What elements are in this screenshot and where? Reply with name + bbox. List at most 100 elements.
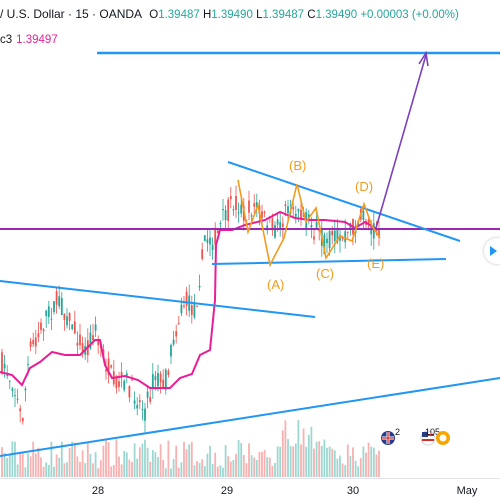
volume-bar (97, 468, 100, 477)
indicator-value: 1.39497 (16, 34, 58, 46)
volume-bar (58, 457, 61, 477)
volume-bar (232, 460, 235, 477)
candle-body (196, 305, 198, 307)
triangle-lower-line[interactable] (211, 258, 447, 265)
candle-body (6, 374, 9, 377)
candle-body (115, 377, 118, 389)
breakout-arrow[interactable] (375, 50, 429, 229)
volume-bar (245, 463, 248, 477)
candle-body (344, 231, 347, 243)
candle-body (11, 388, 14, 391)
candle-body (339, 234, 341, 241)
uk-flag-icon[interactable] (381, 431, 395, 445)
candle-body (237, 212, 240, 214)
volume-bar (224, 445, 227, 477)
volume-bar (349, 455, 352, 477)
indicator-legend[interactable]: c3 1.39497 (0, 34, 58, 46)
candle-body (219, 223, 222, 225)
close-label: C (307, 9, 316, 21)
candle-body (92, 335, 94, 340)
candle-body (235, 196, 237, 210)
volume-bar (250, 455, 253, 477)
volume-bar (219, 465, 222, 477)
candle-body (266, 225, 269, 231)
volume-bar (112, 464, 115, 477)
candle-body (300, 209, 302, 220)
candle-body (1, 352, 3, 373)
time-tick-29: 29 (220, 485, 234, 497)
candle-body (214, 229, 217, 245)
volume-bar (336, 458, 339, 477)
candle-body (29, 341, 32, 347)
volume-bar (107, 442, 110, 477)
volume-bar (81, 450, 84, 477)
volume-bar (170, 468, 172, 477)
candle-body (209, 237, 211, 245)
volume-bar (73, 442, 76, 477)
volume-bar (248, 443, 250, 477)
volume-bar (318, 441, 321, 477)
volume-bar (115, 439, 118, 477)
candle-body (281, 223, 284, 227)
volume-bar (79, 461, 81, 477)
volume-bar (320, 445, 323, 477)
volume-bar (183, 441, 185, 477)
candle-body (159, 373, 162, 383)
time-tick-30: 30 (346, 485, 360, 497)
candle-body (76, 342, 79, 346)
price-chart[interactable]: (A) (B) (C) (D) (E) 2 105 (0, 0, 500, 478)
symbol-title[interactable]: / U.S. Dollar · 15 · OANDA (0, 7, 143, 21)
volume-bar (274, 462, 276, 477)
volume-bar (193, 465, 196, 477)
us-flag-icon[interactable] (420, 430, 436, 446)
trendline-upper-left[interactable] (0, 280, 316, 318)
volume-bar (289, 446, 292, 477)
volume-bar (60, 441, 63, 477)
candle-body (274, 225, 276, 238)
volume-bar (292, 446, 295, 477)
volume-bar (42, 466, 45, 477)
time-axis[interactable]: 28 29 30 May (0, 478, 500, 501)
volume-bar (300, 444, 302, 477)
candle-body (60, 297, 63, 316)
ohlc-readout: O1.39487 H1.39490 L1.39487 C1.39490 +0.0… (149, 9, 459, 21)
candle-body (146, 391, 149, 398)
volume-bar (172, 459, 175, 477)
candle-body (110, 365, 113, 368)
trendline-support[interactable] (0, 377, 500, 457)
volume-bar (190, 441, 193, 477)
candle-body (177, 323, 180, 325)
candle-body (170, 344, 172, 357)
elliott-wave-path[interactable] (237, 179, 381, 268)
candle-body (167, 370, 170, 376)
candle-body (42, 329, 45, 332)
candle-body (323, 234, 326, 255)
volume-bar (229, 461, 232, 477)
triangle-upper-line[interactable] (227, 161, 461, 242)
candle-body (128, 386, 131, 398)
candle-body (45, 310, 48, 317)
volume-bar (154, 452, 157, 477)
candle-body (151, 373, 154, 390)
volume-bar (16, 464, 19, 477)
candle-body (157, 372, 159, 387)
calendar-event-icon[interactable] (436, 431, 450, 445)
wave-label-a: (A) (267, 277, 284, 292)
candle-body (216, 230, 219, 233)
volume-bar (131, 461, 133, 477)
volume-bar (201, 459, 204, 477)
volume-bar (149, 461, 152, 477)
candle-body (162, 379, 165, 388)
candle-body (66, 316, 68, 326)
volume-bar (344, 465, 347, 477)
high-label: H (202, 9, 212, 21)
scroll-to-realtime-button[interactable] (484, 238, 500, 264)
volume-bar (105, 440, 107, 477)
candle-body (318, 230, 321, 232)
symbol-header[interactable]: / U.S. Dollar · 15 · OANDA O1.39487 H1.3… (0, 7, 500, 23)
volume-bar (84, 463, 87, 477)
candle-body (201, 249, 204, 259)
volume-bar (222, 467, 224, 477)
candle-body (326, 238, 328, 244)
volume-bar (341, 463, 344, 477)
